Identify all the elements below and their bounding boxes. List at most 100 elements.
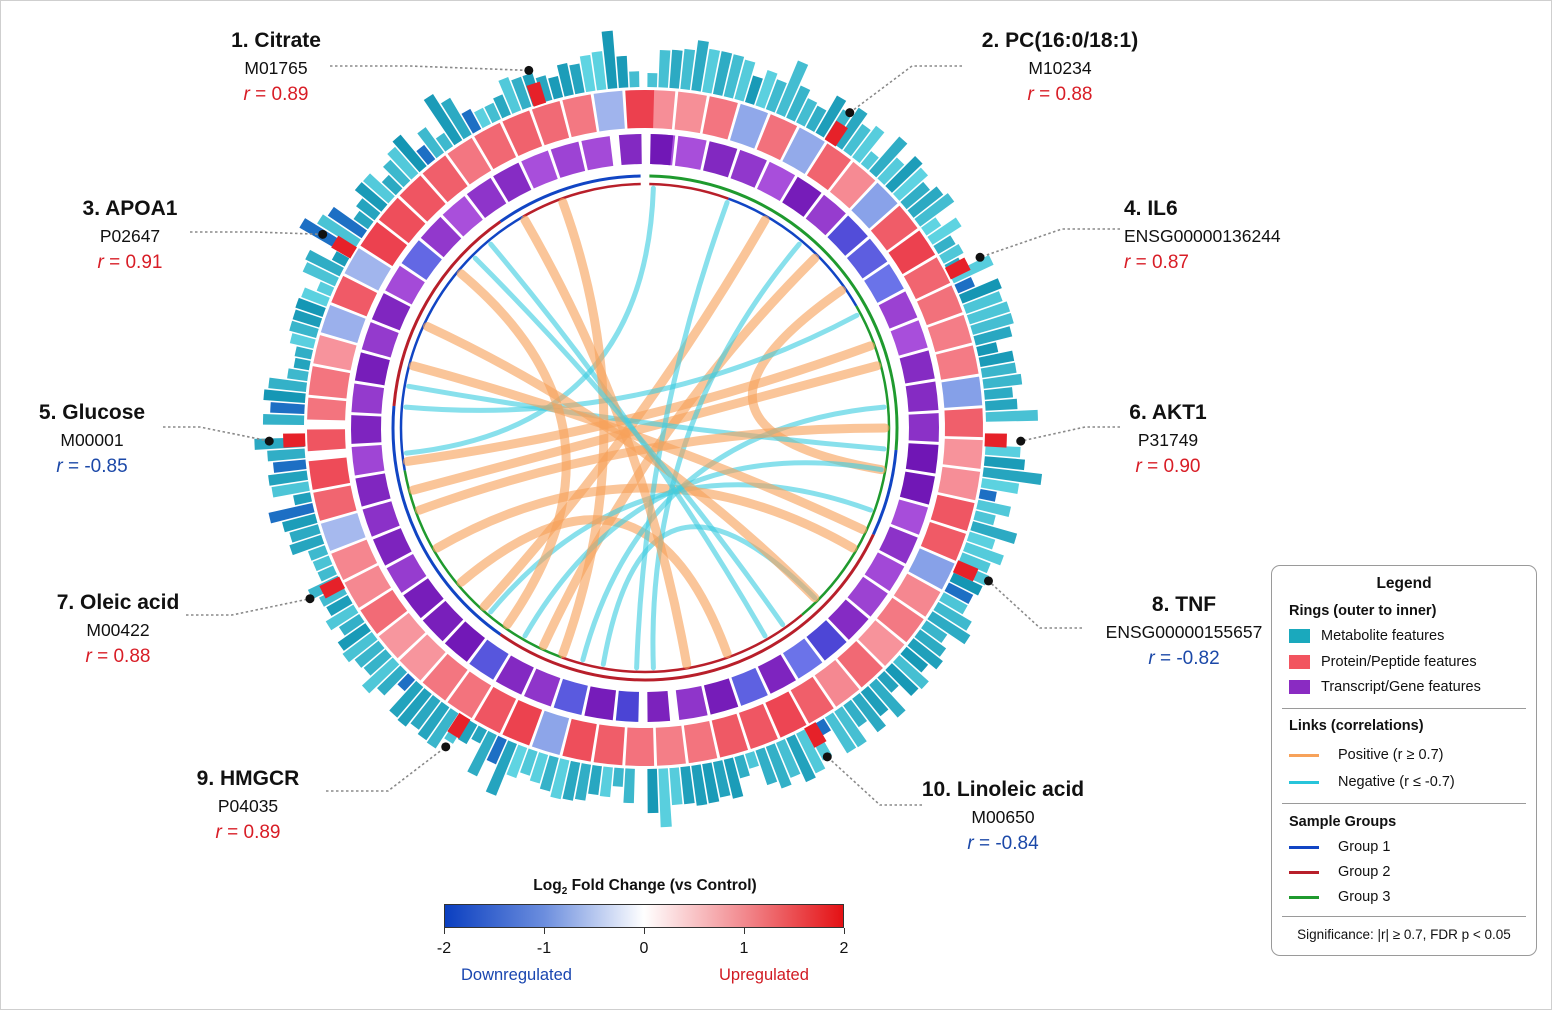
metabolite-bar [289, 524, 321, 543]
feature-name: 4. IL6 [1124, 197, 1178, 220]
metabolite-bar [658, 768, 672, 828]
metabolite-bar [327, 206, 368, 239]
metabolite-bar [691, 764, 708, 806]
protein-cell [870, 205, 918, 251]
protein-cell [625, 727, 655, 767]
legend-links-heading: Links (correlations) [1289, 718, 1424, 734]
transcript-cell [899, 471, 935, 505]
transcript-cell [905, 381, 939, 412]
group-1-swatch [1289, 845, 1319, 849]
metabolite-bar [933, 601, 972, 631]
transcript-cell [782, 638, 823, 679]
metabolite-bar [963, 291, 1003, 314]
highlight-mark [984, 433, 1007, 448]
metabolite-bar [268, 470, 308, 486]
feature-correlation: r = 0.88 [85, 645, 151, 667]
colorbar-tick [744, 928, 745, 934]
protein-cell [829, 161, 876, 209]
highlight-mark [283, 433, 306, 448]
colorbar-tick-label: 1 [739, 940, 749, 957]
metabolite-bar [506, 744, 528, 779]
metabolite-bar [317, 214, 361, 248]
transcript-cell [899, 350, 935, 384]
transcript-cell [847, 576, 888, 617]
metabolite-bar [982, 373, 1023, 389]
metabolite-bar [416, 144, 436, 166]
protein-cell [917, 285, 963, 326]
feature-name: 7. Oleic acid [56, 591, 180, 614]
colorbar-tick-label: 0 [639, 940, 649, 957]
metabolite-bar [954, 277, 976, 294]
metabolite-bar [461, 108, 482, 134]
leader-line [979, 228, 1120, 259]
protein-cell [674, 91, 707, 134]
metabolite-bar [983, 456, 1026, 471]
metabolite-bar [907, 186, 944, 218]
feature-label: 8. TNF ENSG00000155657 r = -0.82 [1106, 594, 1263, 668]
transcript-cell [354, 352, 390, 386]
transcript-cell [675, 685, 708, 720]
legend-title: Legend [1376, 575, 1432, 592]
metabolite-bar [392, 134, 427, 173]
transcript-cell [351, 383, 385, 414]
transcript-cell [466, 177, 507, 218]
group-segment [499, 174, 641, 223]
protein-cell [320, 304, 366, 344]
group-segment [499, 633, 646, 682]
metabolite-bar [548, 75, 564, 100]
feature-label: 6. AKT1 P31749 r = 0.90 [1129, 402, 1206, 476]
metabolite-bar [755, 747, 778, 786]
metabolite-bar [331, 251, 350, 267]
metabolite-bar [356, 198, 381, 221]
highlight-mark [944, 257, 971, 280]
transcript-swatch [1289, 680, 1310, 694]
transcript-cell [444, 621, 486, 662]
transcript-cell [469, 639, 509, 680]
legend-ring-metabolite: Metabolite features [1289, 628, 1444, 644]
leader-line [826, 756, 922, 806]
metabolite-bar [426, 708, 459, 749]
metabolite-bar [885, 663, 919, 696]
transcript-cell [371, 293, 411, 331]
colorbar [444, 904, 844, 928]
transcript-cell [674, 135, 707, 170]
feature-label: 9. HMGCR P04035 r = 0.89 [197, 768, 300, 842]
colorbar-tick [844, 928, 845, 934]
metabolite-bar [383, 159, 411, 188]
protein-cell [502, 700, 543, 746]
group-segment [392, 220, 502, 407]
metabolite-bar [293, 492, 313, 506]
metabolite-bar [539, 755, 559, 792]
transcript-ring [350, 134, 939, 722]
metabolite-bar [927, 217, 962, 245]
metabolite-bar [647, 768, 659, 814]
transcript-cell [879, 526, 918, 564]
metabolite-bar [984, 445, 1021, 458]
metabolite-bar [520, 748, 538, 776]
metabolite-bar [354, 182, 388, 212]
legend-group-2: Group 2 [1289, 864, 1390, 880]
protein-cell [307, 397, 347, 421]
metabolite-bar [958, 278, 1002, 304]
transcript-cell [493, 162, 532, 202]
group-segment [872, 449, 898, 536]
feature-name: 5. Glucose [38, 401, 146, 424]
positive-link [408, 361, 882, 495]
metabolite-bar [457, 720, 478, 745]
metabolite-bar [569, 63, 585, 95]
transcript-cell [521, 150, 558, 189]
leader-line [1020, 426, 1120, 442]
transcript-cell [647, 691, 671, 722]
metabolite-bar [892, 167, 929, 201]
highlight-mark [447, 712, 471, 739]
metabolite-bar [484, 102, 501, 124]
metabolite-bar [914, 629, 947, 657]
protein-cell [903, 257, 951, 300]
metabolite-bar [342, 632, 378, 663]
protein-cell [531, 710, 570, 756]
protein-cell [851, 182, 898, 229]
transcript-cell [806, 620, 847, 661]
protein-cell [729, 103, 769, 149]
metabolite-bar [511, 76, 532, 110]
leader-line [987, 580, 1082, 629]
